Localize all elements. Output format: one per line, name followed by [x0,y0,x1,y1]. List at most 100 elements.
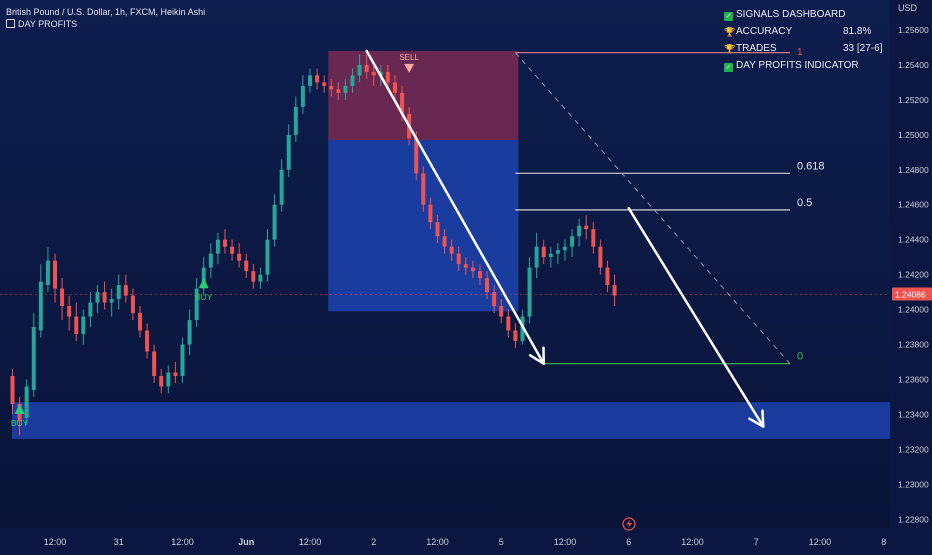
candle-body [428,204,433,223]
candle-body [400,92,405,114]
candle-body [215,239,220,254]
time-axis[interactable] [0,528,890,550]
time-tick-label: 8 [881,537,886,547]
candle-body [244,260,249,272]
chart-title: British Pound / U.S. Dollar, 1h, FXCM, H… [6,7,206,17]
dashboard-accuracy-row: 🏆ACCURACY [724,26,792,38]
candle-body [350,75,355,86]
buy-signal-icon [14,403,25,414]
candle-body [180,344,185,376]
candle-body [555,250,560,254]
time-tick-label: 12:00 [681,537,704,547]
candle-body [45,260,50,286]
price-axis[interactable] [890,0,932,550]
time-tick-label: 31 [114,537,124,547]
candle-body [88,302,93,317]
price-tick-label: 1.24200 [898,270,929,280]
price-axis-unit: USD [898,3,918,13]
sell-zone-target [328,140,519,312]
time-tick-label: 6 [626,537,631,547]
candle-body [371,71,376,76]
arrow-head-icon [748,409,765,428]
time-tick-label: 12:00 [299,537,322,547]
checkmark-icon: ✓ [724,63,733,72]
candle-body [392,82,397,93]
candle-body [10,375,15,404]
trades-value: 33 [27-6] [843,43,883,54]
candle-body [506,316,511,331]
candle-body [322,82,327,86]
arrow-head-icon [528,346,545,365]
accuracy-label: ACCURACY [736,26,793,37]
time-tick-label: 12:00 [44,537,67,547]
last-price-label: 1.24086 [895,290,926,300]
lightning-bolt-icon [626,519,632,529]
buy-signal-label: BUY [195,292,213,302]
candle-body [364,64,369,72]
arrow-line[interactable] [365,49,545,365]
indicator-visibility-icon[interactable] [6,19,15,28]
price-tick-label: 1.24600 [898,200,929,210]
candle-body [541,246,546,258]
candle-body [463,264,468,268]
candle-body [286,134,291,170]
candle-body [95,292,100,303]
time-tick-label: 5 [499,537,504,547]
sell-signal-label: SELL [399,53,419,62]
candle-body [81,316,86,335]
candle-body [67,306,72,317]
candle-body [534,246,539,268]
trades-label: TRADES [736,43,777,54]
price-tick-label: 1.23200 [898,444,929,454]
candle-body [591,229,596,247]
time-tick-label: 12:00 [426,537,449,547]
candle-body [336,89,341,93]
candle-body [230,246,235,254]
candle-body [421,173,426,205]
candle-body [173,372,178,376]
candle-body [612,285,617,296]
candle-body [548,253,553,258]
time-tick-label: 12:00 [554,537,577,547]
candle-body [123,285,128,296]
candle-body [237,253,242,261]
candle-body [38,281,43,331]
price-tick-label: 1.25600 [898,25,929,35]
fib-level-label: 0 [797,351,803,363]
candle-body [485,278,490,293]
dashboard-marker: 1 [797,47,803,58]
candle-body [357,64,362,76]
candle-body [272,204,277,240]
time-tick-label: 12:00 [171,537,194,547]
candle-body [300,85,305,107]
time-tick-label: 7 [754,537,759,547]
dashboard-indicator-row: ✓ DAY PROFITS INDICATOR [724,60,859,72]
candle-body [145,330,150,352]
price-tick-label: 1.25200 [898,95,929,105]
candle-body [442,236,447,247]
buy-signal-icon [198,278,209,289]
candle-body [520,316,525,342]
candle-body [315,75,320,83]
price-tick-label: 1.25000 [898,130,929,140]
candle-body [166,372,171,387]
candle-body [570,236,575,247]
candle-body [513,330,518,342]
candle-body [492,292,497,307]
demand-zone [12,402,890,439]
candle-body [385,71,390,83]
candle-body [208,253,213,268]
arrow-line[interactable] [627,206,765,428]
candle-body [414,138,419,174]
candle-body [24,386,29,418]
candle-body [194,288,199,321]
candle-body [598,246,603,268]
price-tick-label: 1.24400 [898,235,929,245]
price-tick-label: 1.23600 [898,374,929,384]
price-tick-label: 1.25400 [898,60,929,70]
candle-body [258,274,263,282]
candle-body [60,288,65,307]
lightning-icon[interactable] [622,517,636,531]
